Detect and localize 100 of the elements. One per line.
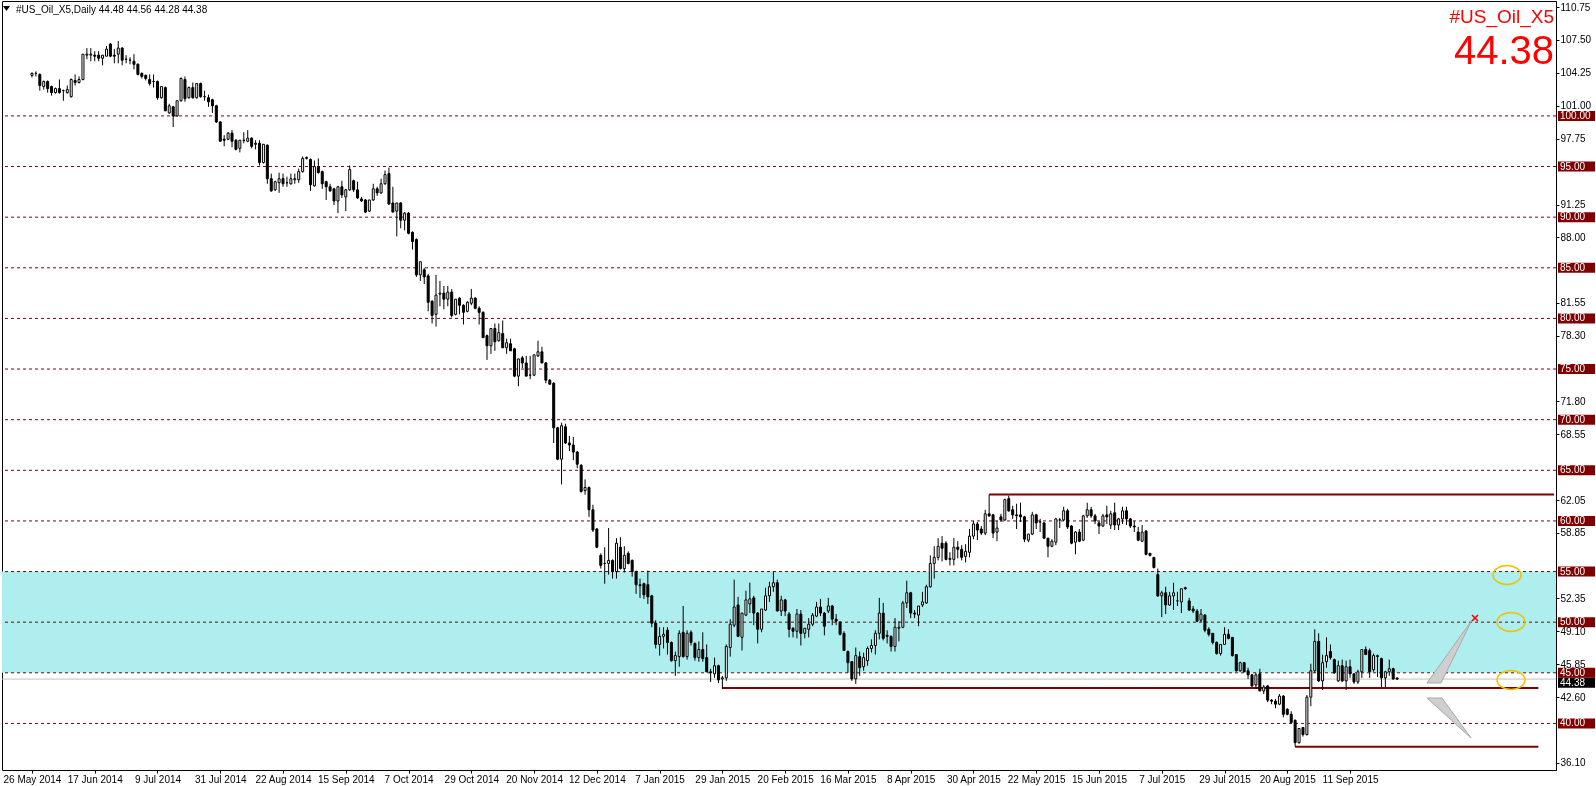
ref-line-label: 55.00	[1560, 565, 1586, 577]
x-tick-label: 30 Apr 2015	[946, 773, 1002, 785]
candlestick	[1164, 586, 1168, 615]
candlestick	[862, 652, 866, 672]
x-tick-label: 15 Sep 2014	[317, 773, 376, 785]
candlestick	[866, 645, 870, 667]
ref-line-label: 80.00	[1560, 312, 1586, 324]
annotation: 44.38	[1453, 28, 1554, 72]
x-tick-label: 7 Jan 2015	[635, 773, 686, 785]
candlestick	[1372, 653, 1376, 673]
y-tick-label: 91.25	[1560, 199, 1586, 211]
y-tick-label: 36.10	[1560, 757, 1586, 769]
candlestick	[607, 527, 611, 576]
y-tick-label: 78.30	[1560, 330, 1586, 342]
candlestick	[434, 274, 438, 328]
candlestick	[1015, 503, 1019, 530]
candlestick	[1336, 660, 1340, 683]
x-tick-label: 9 Jul 2014	[134, 773, 182, 785]
ref-line-label: 70.00	[1560, 413, 1586, 425]
candlestick	[685, 629, 689, 661]
ref-line-label: 75.00	[1560, 363, 1586, 375]
ref-line-label: 60.00	[1560, 514, 1586, 526]
candlestick	[983, 509, 987, 536]
candlestick	[120, 46, 124, 66]
candlestick	[952, 537, 956, 566]
candlestick	[1113, 502, 1117, 531]
candlestick	[713, 657, 717, 679]
candlestick	[277, 172, 281, 194]
y-tick-label: 58.85	[1560, 527, 1586, 539]
candlestick	[1156, 568, 1160, 598]
candlestick	[450, 288, 454, 318]
x-tick-label: 20 Feb 2015	[757, 773, 815, 785]
candlestick	[1368, 648, 1372, 679]
y-tick-label: 68.55	[1560, 428, 1586, 440]
candlestick	[1379, 657, 1383, 688]
candlestick	[854, 646, 858, 685]
candlestick	[795, 608, 799, 639]
candlestick	[524, 355, 528, 377]
x-tick-label: 29 Oct 2014	[444, 773, 500, 785]
chart-title: #US_Oil_X5,Daily 44.48 44.56 44.28 44.38	[16, 4, 208, 15]
x-tick-label: 7 Jul 2015	[1139, 773, 1186, 785]
candlestick	[1054, 517, 1058, 546]
candlestick	[289, 173, 293, 186]
candlestick	[618, 536, 622, 571]
candlestick	[399, 201, 403, 229]
ref-line-label: 50.00	[1560, 616, 1586, 628]
x-tick-label: 20 Nov 2014	[506, 773, 564, 785]
candlestick	[858, 651, 862, 677]
candlestick	[1144, 529, 1148, 556]
x-tick-label: 16 Mar 2015	[820, 773, 877, 785]
candlestick	[312, 159, 316, 188]
y-tick-label: 104.25	[1560, 67, 1592, 79]
y-tick-label: 101.00	[1560, 100, 1592, 112]
x-tick-label: 8 Apr 2015	[887, 773, 936, 785]
x-tick-label: 26 May 2014	[3, 773, 62, 785]
candlestick	[336, 185, 340, 214]
x-tick-label: 11 Sep 2015	[1322, 773, 1379, 785]
candlestick	[493, 322, 497, 352]
candlestick	[893, 617, 897, 653]
candlestick	[787, 611, 791, 638]
candlestick	[1203, 613, 1207, 633]
candlestick	[662, 626, 666, 649]
candlestick	[991, 513, 995, 539]
y-tick-label: 97.75	[1560, 133, 1586, 145]
x-tick-label: 20 Aug 2015	[1259, 773, 1317, 785]
candlestick	[1179, 588, 1183, 614]
candlestick	[155, 79, 159, 101]
candlestick	[69, 77, 73, 99]
x-tick-label: 29 Jan 2015	[695, 773, 751, 785]
candlestick	[1109, 510, 1113, 530]
candlestick	[940, 535, 944, 562]
y-tick-label: 52.35	[1560, 592, 1586, 604]
candlestick	[658, 626, 662, 657]
candlestick	[622, 545, 626, 574]
ref-line-label: 44.38	[1560, 676, 1586, 688]
candlestick	[116, 40, 120, 64]
candlestick	[677, 629, 681, 668]
x-tick-label: 22 Aug 2014	[255, 773, 313, 785]
candlestick	[752, 595, 756, 626]
candlestick	[909, 591, 913, 619]
y-tick-label: 110.75	[1560, 1, 1591, 13]
ref-line-label: 40.00	[1560, 717, 1586, 729]
candlestick	[501, 319, 505, 349]
candlestick	[442, 285, 446, 310]
ref-line-label: 65.00	[1560, 464, 1586, 476]
candlestick	[1293, 718, 1297, 748]
candlestick	[1258, 668, 1262, 692]
candlestick	[183, 75, 187, 103]
candlestick	[528, 355, 532, 380]
x-tick-label: 31 Jul 2014	[194, 773, 248, 785]
y-tick-label: 62.05	[1560, 494, 1586, 506]
candlestick	[163, 86, 167, 112]
candlestick	[1022, 515, 1026, 543]
x-tick-label: 12 Dec 2014	[569, 773, 627, 785]
candlestick	[917, 605, 921, 627]
x-tick-label: 29 Jul 2015	[1199, 773, 1252, 785]
candlestick	[395, 202, 399, 237]
candlestick	[748, 582, 752, 614]
candlestick	[975, 521, 979, 541]
x-tick-label: 7 Oct 2014	[384, 773, 434, 785]
